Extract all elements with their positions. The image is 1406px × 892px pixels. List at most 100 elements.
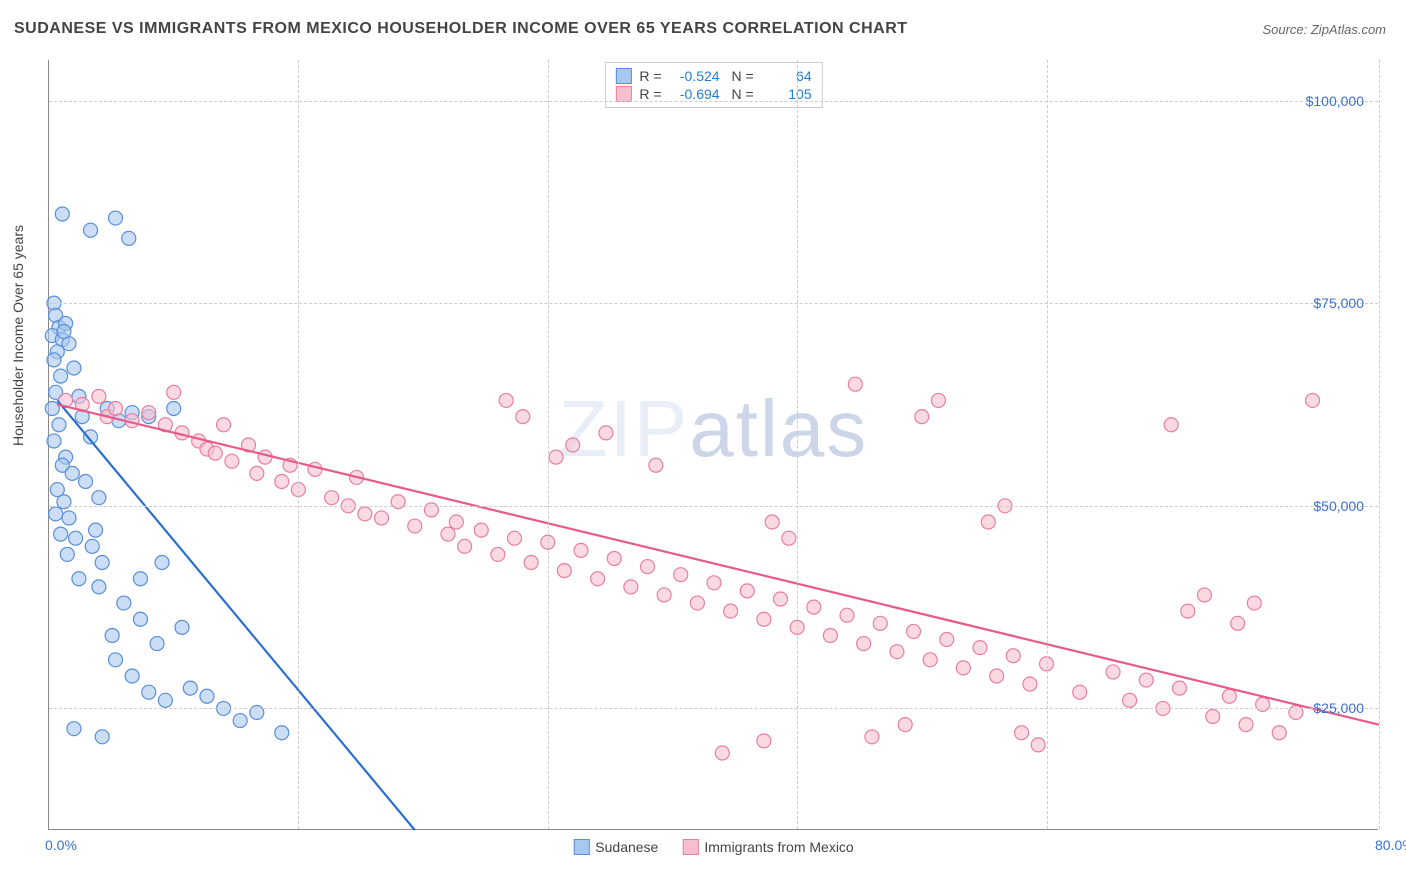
scatter-point [79,474,93,488]
scatter-point [92,491,106,505]
y-tick-label: $25,000 [1313,700,1372,716]
scatter-point [208,446,222,460]
scatter-point [624,580,638,594]
scatter-point [1123,693,1137,707]
scatter-point [65,466,79,480]
scatter-point [183,681,197,695]
scatter-point [54,369,68,383]
scatter-point [84,223,98,237]
scatter-point [1247,596,1261,610]
scatter-point [1015,726,1029,740]
scatter-point [92,389,106,403]
chart-container: SUDANESE VS IMMIGRANTS FROM MEXICO HOUSE… [0,0,1406,892]
scatter-point [67,722,81,736]
scatter-point [1239,718,1253,732]
scatter-point [848,377,862,391]
scatter-point [1106,665,1120,679]
scatter-point [155,556,169,570]
scatter-point [1206,710,1220,724]
legend-item-mexico: Immigrants from Mexico [682,839,853,855]
legend-swatch-sudanese [573,839,589,855]
scatter-point [167,402,181,416]
scatter-point [840,608,854,622]
scatter-point [973,641,987,655]
scatter-point [1164,418,1178,432]
scatter-point [940,633,954,647]
x-tick-label: 0.0% [45,837,77,853]
scatter-point [142,685,156,699]
scatter-point [657,588,671,602]
scatter-point [47,353,61,367]
scatter-point [757,612,771,626]
scatter-point [549,450,563,464]
scatter-point [690,596,704,610]
scatter-point [1139,673,1153,687]
scatter-point [1031,738,1045,752]
scatter-point [981,515,995,529]
scatter-point [95,730,109,744]
scatter-point [109,402,123,416]
scatter-point [807,600,821,614]
scatter-point [591,572,605,586]
scatter-point [142,406,156,420]
scatter-point [55,207,69,221]
scatter-point [133,572,147,586]
scatter-point [715,746,729,760]
scatter-point [740,584,754,598]
scatter-point [774,592,788,606]
scatter-point [158,693,172,707]
scatter-point [574,543,588,557]
scatter-point [449,515,463,529]
scatter-point [566,438,580,452]
scatter-point [109,653,123,667]
scatter-point [358,507,372,521]
scatter-point [1197,588,1211,602]
scatter-point [57,325,71,339]
scatter-point [54,527,68,541]
scatter-point [923,653,937,667]
source-attribution: Source: ZipAtlas.com [1262,22,1386,37]
scatter-point [175,620,189,634]
scatter-point [649,458,663,472]
scatter-point [782,531,796,545]
scatter-point [990,669,1004,683]
bottom-legend: Sudanese Immigrants from Mexico [573,839,853,855]
scatter-point [607,551,621,565]
scatter-point [217,418,231,432]
scatter-point [1222,689,1236,703]
scatter-point [1181,604,1195,618]
scatter-point [1306,393,1320,407]
chart-title: SUDANESE VS IMMIGRANTS FROM MEXICO HOUSE… [14,20,908,38]
y-tick-label: $50,000 [1313,498,1372,514]
legend-swatch-mexico [682,839,698,855]
y-axis-label: Householder Income Over 65 years [10,225,26,446]
scatter-point [325,491,339,505]
scatter-point [516,410,530,424]
scatter-point [474,523,488,537]
scatter-point [275,726,289,740]
scatter-point [1272,726,1286,740]
scatter-point [167,385,181,399]
plot-area: ZIPatlas R =-0.524 N =64 R =-0.694 N =10… [48,60,1378,830]
scatter-point [85,539,99,553]
scatter-point [89,523,103,537]
scatter-point [1173,681,1187,695]
regression-line [57,404,1379,724]
scatter-point [52,418,66,432]
scatter-point [1231,616,1245,630]
scatter-point [150,637,164,651]
y-tick-label: $75,000 [1313,295,1372,311]
scatter-point [258,450,272,464]
scatter-point [375,511,389,525]
scatter-point [200,689,214,703]
scatter-point [233,714,247,728]
scatter-point [707,576,721,590]
scatter-point [408,519,422,533]
scatter-point [275,474,289,488]
scatter-point [308,462,322,476]
scatter-point [1023,677,1037,691]
chart-svg [49,60,1378,829]
scatter-point [441,527,455,541]
scatter-point [47,434,61,448]
scatter-point [765,515,779,529]
